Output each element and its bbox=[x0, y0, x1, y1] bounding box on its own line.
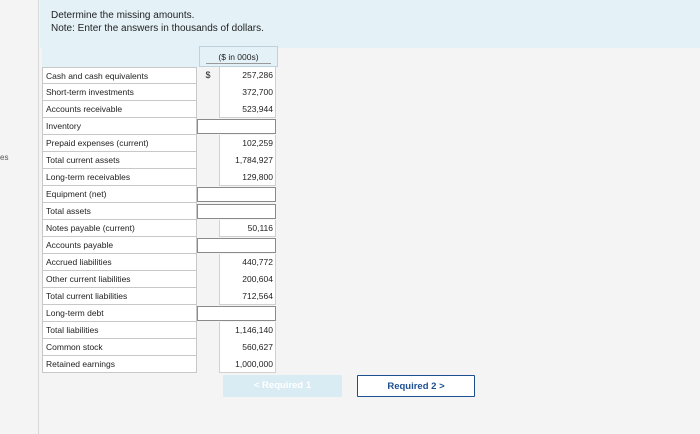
row-label: Total current liabilities bbox=[42, 288, 197, 305]
instructions-banner bbox=[40, 0, 700, 48]
row-value: 712,564 bbox=[219, 288, 276, 305]
currency-symbol: $ bbox=[205, 70, 211, 80]
currency-symbol bbox=[197, 101, 219, 118]
row-value: 200,604 bbox=[219, 271, 276, 288]
row-value: 372,700 bbox=[219, 84, 276, 101]
row-value: 129,800 bbox=[219, 169, 276, 186]
row-value: 102,259 bbox=[219, 135, 276, 152]
table-row: Retained earnings 1,000,000 bbox=[42, 356, 278, 373]
table-row: Accounts payable bbox=[42, 237, 278, 254]
table-row: Total current assets 1,784,927 bbox=[42, 152, 278, 169]
answer-input[interactable] bbox=[197, 238, 276, 253]
table-row: Long-term debt bbox=[42, 305, 278, 322]
row-label: Short-term investments bbox=[42, 84, 197, 101]
required-1-label: Required 1 bbox=[262, 380, 312, 391]
row-value: 1,000,000 bbox=[219, 356, 276, 373]
currency-symbol bbox=[197, 135, 219, 152]
currency-symbol bbox=[197, 322, 219, 339]
answer-cell bbox=[197, 305, 276, 322]
chevron-left-icon: < bbox=[253, 380, 260, 391]
row-label: Long-term receivables bbox=[42, 169, 197, 186]
row-value: 257,286 bbox=[219, 67, 276, 84]
answer-cell bbox=[197, 186, 276, 203]
currency-symbol bbox=[197, 356, 219, 373]
row-label: Accrued liabilities bbox=[42, 254, 197, 271]
currency-symbol bbox=[197, 288, 219, 305]
row-label: Equipment (net) bbox=[42, 186, 197, 203]
currency-symbol bbox=[197, 254, 219, 271]
row-label: Total liabilities bbox=[42, 322, 197, 339]
table-row: Total liabilities 1,146,140 bbox=[42, 322, 278, 339]
table-row: Other current liabilities 200,604 bbox=[42, 271, 278, 288]
row-label: Prepaid expenses (current) bbox=[42, 135, 197, 152]
instructions-line-1: Determine the missing amounts. bbox=[51, 10, 195, 21]
row-label: Total current assets bbox=[42, 152, 197, 169]
table-row: Common stock 560,627 bbox=[42, 339, 278, 356]
answer-cell bbox=[197, 118, 276, 135]
row-label: Common stock bbox=[42, 339, 197, 356]
header-label-cell bbox=[42, 46, 199, 67]
table-row: Accrued liabilities 440,772 bbox=[42, 254, 278, 271]
currency-symbol bbox=[197, 169, 219, 186]
side-tab-label: es bbox=[0, 153, 9, 162]
table-row: Cash and cash equivalents $257,286 bbox=[42, 67, 278, 84]
row-label: Other current liabilities bbox=[42, 271, 197, 288]
table-row: Accounts receivable 523,944 bbox=[42, 101, 278, 118]
answer-input[interactable] bbox=[197, 204, 276, 219]
row-value: 440,772 bbox=[219, 254, 276, 271]
currency-symbol bbox=[197, 339, 219, 356]
row-label: Notes payable (current) bbox=[42, 220, 197, 237]
required-2-label: Required 2 bbox=[387, 381, 437, 392]
answer-cell bbox=[197, 203, 276, 220]
row-value: 1,146,140 bbox=[219, 322, 276, 339]
table-row: Short-term investments 372,700 bbox=[42, 84, 278, 101]
table-row: Notes payable (current) 50,116 bbox=[42, 220, 278, 237]
balance-sheet-table: ($ in 000s) Cash and cash equivalents $25… bbox=[42, 46, 278, 373]
instructions-line-2: Note: Enter the answers in thousands of … bbox=[51, 23, 264, 34]
required-2-button[interactable]: Required 2 > bbox=[357, 375, 475, 397]
required-1-button[interactable]: < Required 1 bbox=[223, 375, 342, 397]
row-label: Long-term debt bbox=[42, 305, 197, 322]
row-label: Inventory bbox=[42, 118, 197, 135]
table-rows: Cash and cash equivalents $257,286 Short-t… bbox=[42, 67, 278, 373]
row-label: Total assets bbox=[42, 203, 197, 220]
row-value: 50,116 bbox=[219, 220, 276, 237]
row-label: Retained earnings bbox=[42, 356, 197, 373]
answer-input[interactable] bbox=[197, 187, 276, 202]
currency-symbol bbox=[197, 152, 219, 169]
table-row: Inventory bbox=[42, 118, 278, 135]
units-header: ($ in 000s) bbox=[199, 46, 278, 67]
table-row: Long-term receivables 129,800 bbox=[42, 169, 278, 186]
table-row: Equipment (net) bbox=[42, 186, 278, 203]
currency-symbol bbox=[197, 271, 219, 288]
row-value: 523,944 bbox=[219, 101, 276, 118]
row-value: 1,784,927 bbox=[219, 152, 276, 169]
row-label: Accounts payable bbox=[42, 237, 197, 254]
row-label: Accounts receivable bbox=[42, 101, 197, 118]
currency-symbol bbox=[197, 220, 219, 237]
currency-symbol bbox=[197, 84, 219, 101]
chevron-right-icon: > bbox=[439, 381, 445, 392]
row-value: 560,627 bbox=[219, 339, 276, 356]
answer-input[interactable] bbox=[197, 119, 276, 134]
row-label: Cash and cash equivalents bbox=[42, 67, 197, 84]
table-row: Total current liabilities 712,564 bbox=[42, 288, 278, 305]
instructions: Determine the missing amounts. Note: Ent… bbox=[51, 9, 264, 35]
table-row: Total assets bbox=[42, 203, 278, 220]
answer-input[interactable] bbox=[197, 306, 276, 321]
answer-cell bbox=[197, 237, 276, 254]
left-divider bbox=[38, 0, 39, 434]
table-header: ($ in 000s) bbox=[42, 46, 278, 67]
table-row: Prepaid expenses (current) 102,259 bbox=[42, 135, 278, 152]
